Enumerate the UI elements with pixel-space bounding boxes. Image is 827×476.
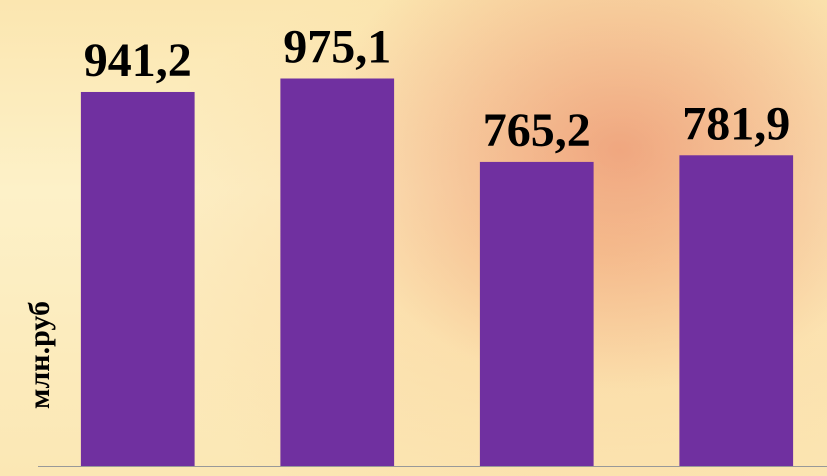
value-label: 975,1 bbox=[283, 21, 391, 74]
bar bbox=[679, 155, 794, 467]
bar bbox=[80, 91, 195, 466]
bar bbox=[280, 78, 395, 467]
value-label: 781,9 bbox=[682, 97, 790, 150]
value-label: 941,2 bbox=[84, 34, 192, 87]
bar bbox=[479, 161, 594, 466]
value-label: 765,2 bbox=[483, 104, 591, 157]
y-axis-label: млн.руб bbox=[23, 301, 56, 409]
